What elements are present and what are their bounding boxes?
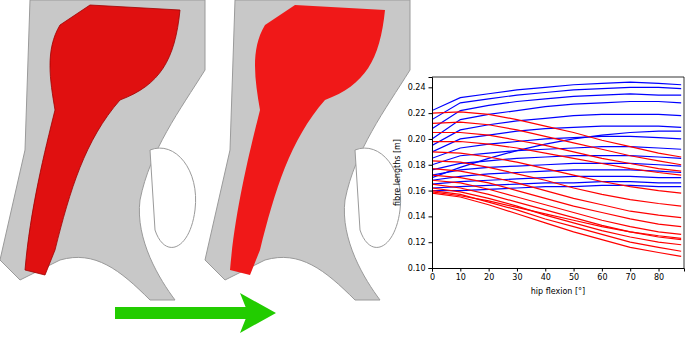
x-tick-label: 20 bbox=[484, 273, 494, 282]
frame-top bbox=[432, 77, 684, 78]
x-tick-label: 80 bbox=[654, 273, 664, 282]
fibre-line bbox=[432, 142, 681, 176]
x-tick: 70 bbox=[626, 268, 636, 282]
y-tick-label: 0.18 bbox=[408, 161, 426, 170]
x-tick-mark bbox=[659, 268, 660, 272]
obturator-foramen bbox=[150, 148, 196, 247]
x-tick-mark bbox=[630, 268, 631, 272]
fibre-line bbox=[432, 114, 681, 145]
x-tick: 20 bbox=[484, 268, 494, 282]
fibre-line bbox=[432, 169, 681, 218]
pelvis-bone bbox=[0, 0, 205, 300]
y-tick: 0.18 bbox=[408, 161, 432, 170]
fibre-line bbox=[432, 193, 681, 256]
arrow-shaft bbox=[115, 307, 250, 319]
fibre-line bbox=[432, 132, 681, 171]
x-tick: 0 bbox=[430, 268, 435, 282]
y-tick-mark bbox=[429, 87, 433, 88]
x-tick-label: 40 bbox=[541, 273, 551, 282]
x-tick: 40 bbox=[541, 268, 551, 282]
y-tick-mark bbox=[429, 268, 433, 269]
y-tick-mark bbox=[429, 165, 433, 166]
x-tick-label: 60 bbox=[597, 273, 607, 282]
y-tick: 0.10 bbox=[408, 264, 432, 273]
fibre-line bbox=[432, 175, 681, 227]
x-tick-label: 50 bbox=[569, 273, 579, 282]
figure: 0 10 20 30 40 50 60 70 80 0.10 0.12 0.14 0.16 0.18 0.2… bbox=[0, 0, 686, 337]
y-tick-mark bbox=[429, 216, 433, 217]
y-tick: 0.14 bbox=[408, 212, 432, 221]
x-tick-mark bbox=[489, 268, 490, 272]
x-tick-label: 10 bbox=[456, 273, 466, 282]
y-tick: 0.16 bbox=[408, 187, 432, 196]
fibre-line bbox=[432, 192, 681, 238]
x-axis-title: hip flexion [°] bbox=[531, 287, 585, 296]
y-tick-label: 0.24 bbox=[408, 83, 426, 92]
y-axis-title: fibre lengths [m] bbox=[393, 139, 402, 206]
x-tick: 50 bbox=[569, 268, 579, 282]
plot-lines bbox=[432, 82, 681, 256]
y-tick: 0.24 bbox=[408, 83, 432, 92]
x-tick: 80 bbox=[654, 268, 664, 282]
fibre-line bbox=[432, 82, 681, 110]
chart: 0 10 20 30 40 50 60 70 80 0.10 0.12 0.14 0.16 0.18 0.2… bbox=[393, 77, 685, 296]
y-tick-mark bbox=[429, 113, 433, 114]
x-axis-line bbox=[433, 269, 685, 272]
x-tick-mark bbox=[574, 268, 575, 272]
muscle bbox=[25, 5, 180, 275]
illustration bbox=[0, 0, 410, 333]
x-tick-label: 30 bbox=[512, 273, 522, 282]
fibre-line bbox=[432, 112, 681, 157]
y-tick: 0.20 bbox=[408, 135, 432, 144]
x-tick-mark bbox=[602, 268, 603, 272]
x-tick-label: 70 bbox=[626, 273, 636, 282]
y-tick: 0.12 bbox=[408, 238, 432, 247]
y-tick-mark bbox=[429, 191, 433, 192]
y-tick-label: 0.20 bbox=[408, 135, 426, 144]
x-tick: 10 bbox=[456, 268, 466, 282]
muscle bbox=[230, 5, 385, 275]
y-tick-mark bbox=[429, 139, 433, 140]
x-tick-mark bbox=[460, 268, 461, 272]
y-tick-label: 0.10 bbox=[408, 264, 426, 273]
y-axis: 0.10 0.12 0.14 0.16 0.18 0.20 0.22 0.24 bbox=[408, 78, 433, 274]
y-tick-mark bbox=[429, 242, 433, 243]
arrow-head bbox=[240, 293, 276, 333]
x-tick-label: 0 bbox=[430, 273, 435, 282]
x-tick: 60 bbox=[597, 268, 607, 282]
y-tick-label: 0.16 bbox=[408, 187, 426, 196]
x-tick-mark bbox=[517, 268, 518, 272]
x-tick-mark bbox=[545, 268, 546, 272]
fibre-line bbox=[432, 184, 681, 239]
y-tick: 0.22 bbox=[408, 109, 432, 118]
fibre-line bbox=[432, 122, 681, 165]
y-axis-line bbox=[429, 78, 433, 269]
y-tick-label: 0.14 bbox=[408, 212, 426, 221]
x-axis: 0 10 20 30 40 50 60 70 80 bbox=[430, 268, 685, 282]
y-tick-label: 0.22 bbox=[408, 109, 426, 118]
x-tick: 30 bbox=[512, 268, 522, 282]
y-tick-label: 0.12 bbox=[408, 238, 426, 247]
pelvis-bone bbox=[205, 0, 410, 300]
frame-right bbox=[684, 77, 685, 268]
